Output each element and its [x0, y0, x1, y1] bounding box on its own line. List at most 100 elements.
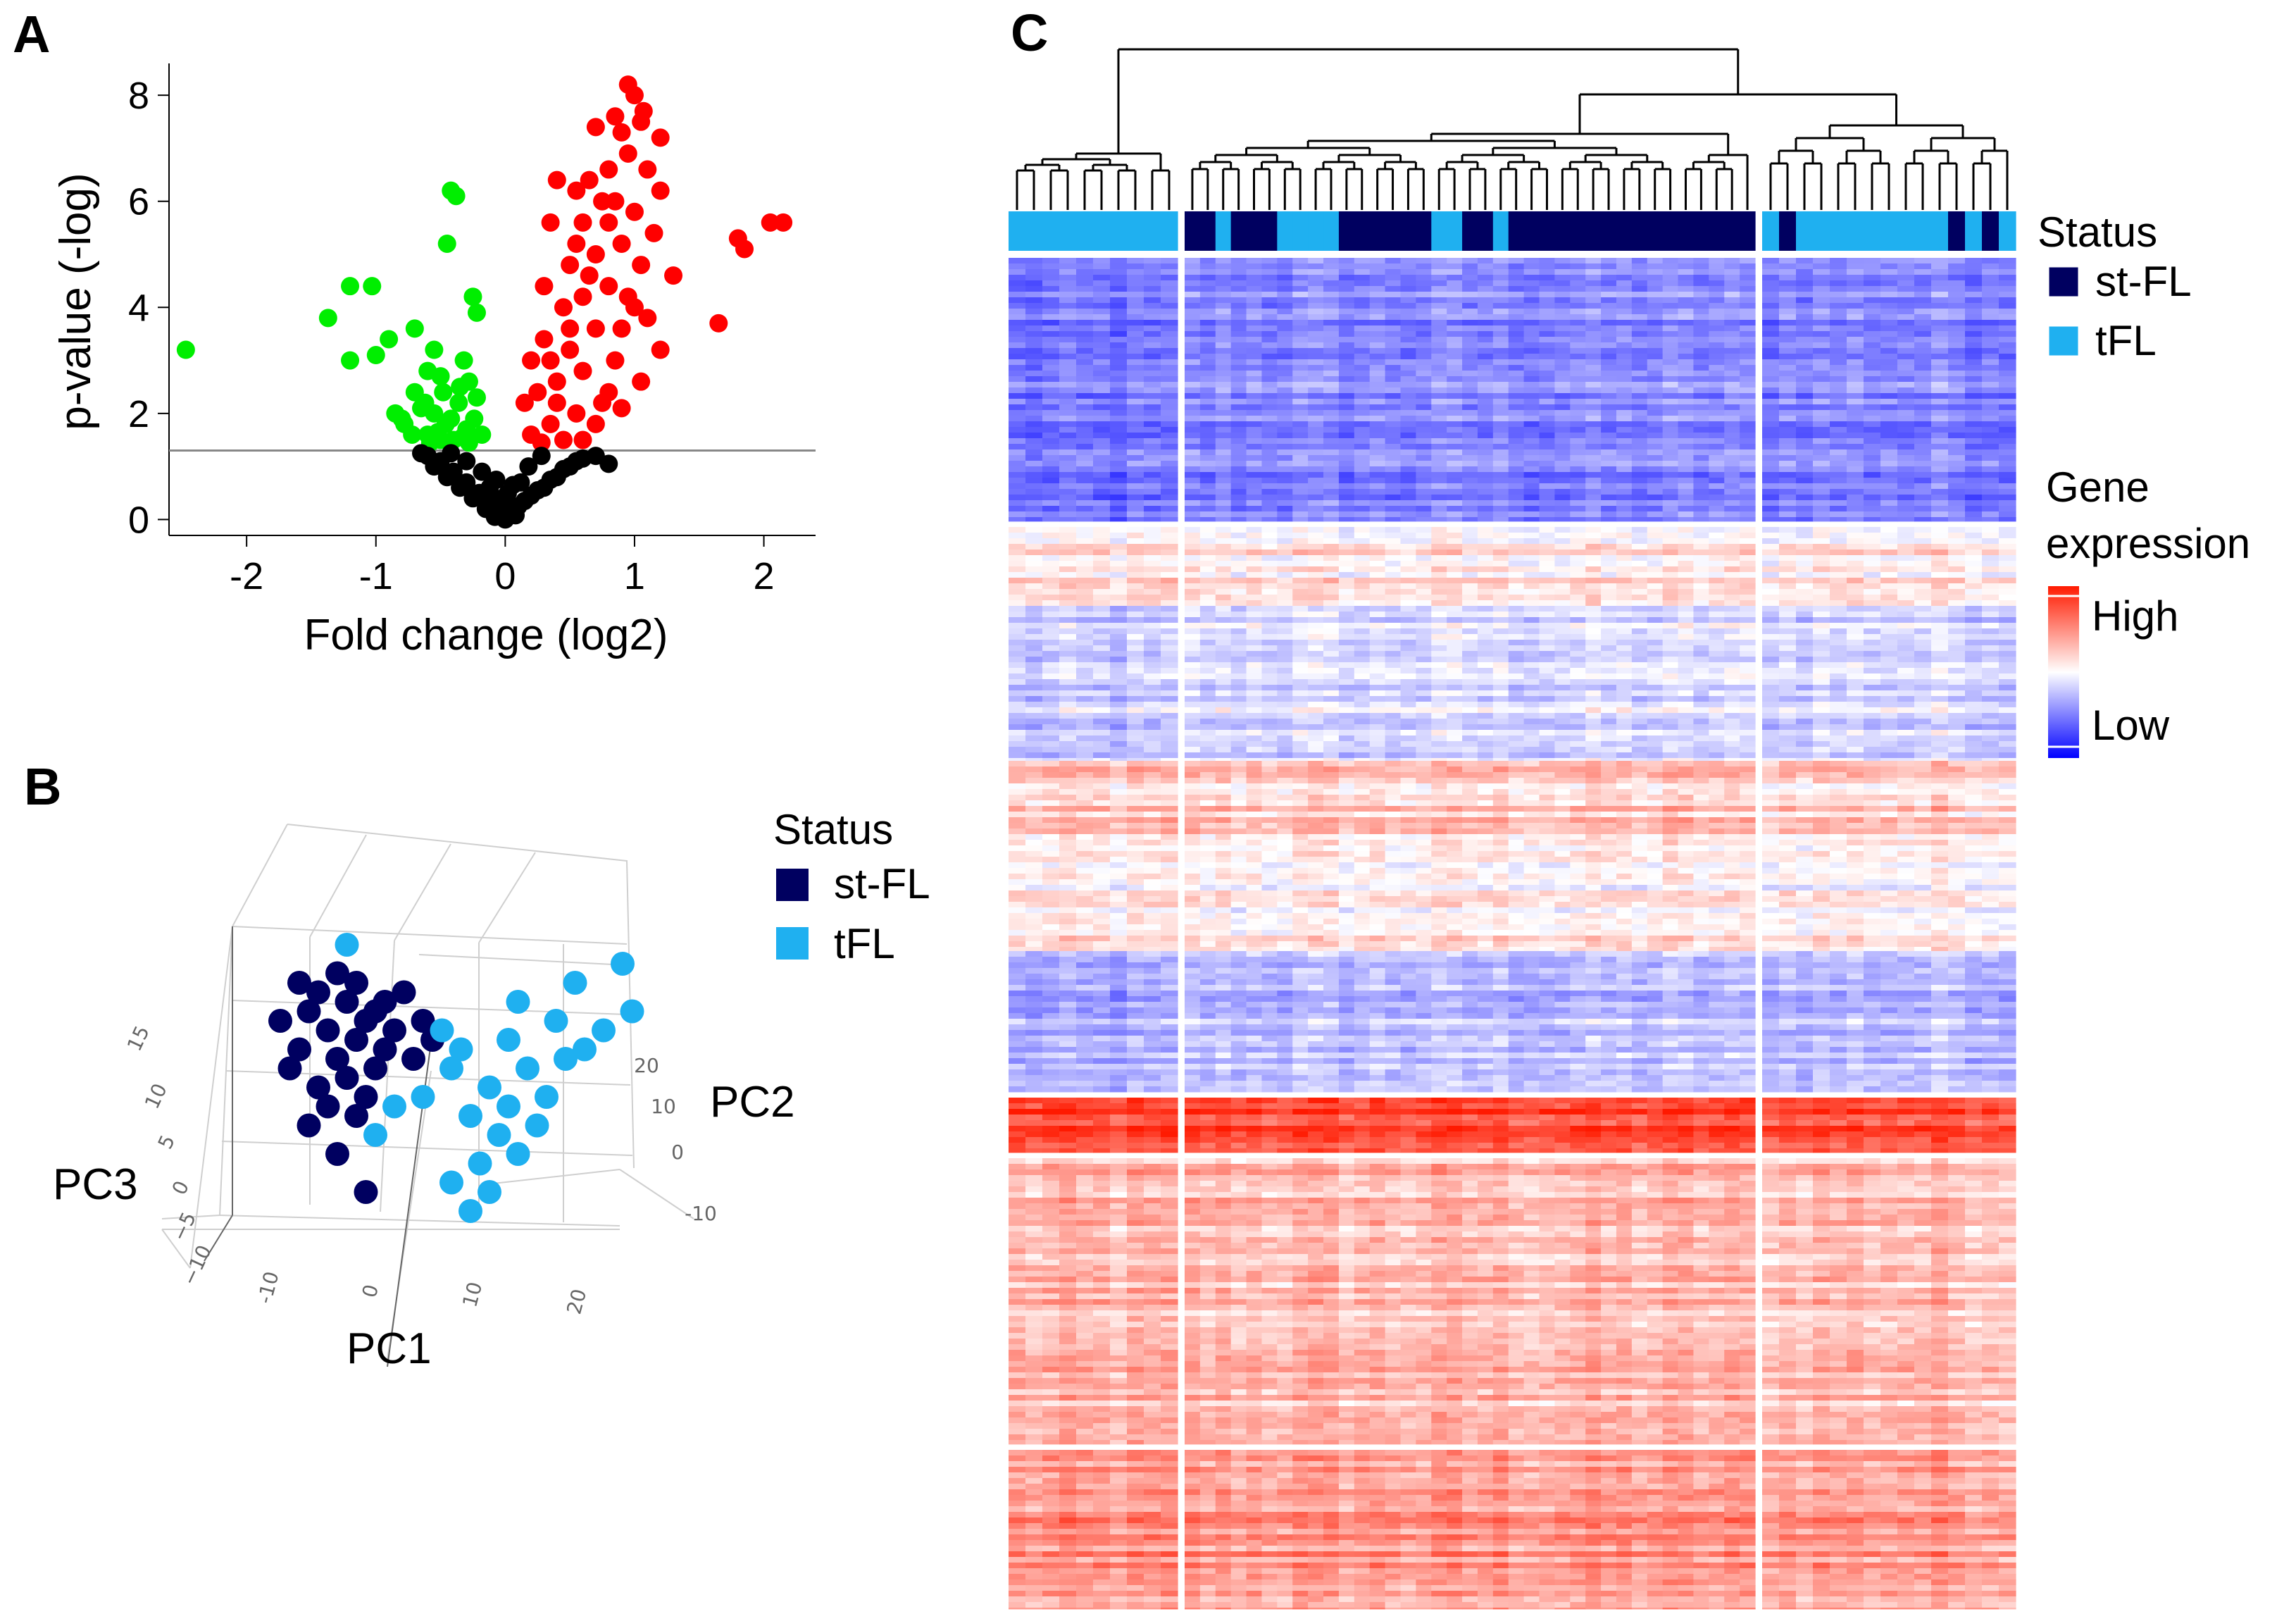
heatmap-cell — [1678, 606, 1695, 612]
heatmap-cell — [1779, 555, 1797, 561]
heatmap-cell — [1508, 258, 1525, 264]
heatmap-cell — [1539, 517, 1556, 522]
heatmap-cell — [1492, 325, 1509, 332]
pca-point-stfl — [325, 1142, 349, 1166]
status-cell — [1724, 211, 1740, 251]
heatmap-cell — [1385, 517, 1402, 522]
heatmap-cell — [1354, 416, 1371, 422]
heatmap-cell — [1385, 583, 1402, 590]
heatmap-cell — [1662, 263, 1679, 270]
heatmap-cell — [1585, 461, 1602, 467]
heatmap-cell — [1965, 561, 1983, 567]
heatmap-cell — [1199, 506, 1216, 512]
heatmap-cell — [1864, 566, 1881, 573]
heatmap-cell — [1830, 478, 1847, 484]
heatmap-cell — [1199, 634, 1216, 640]
pca-point-tfl — [468, 1151, 492, 1176]
heatmap-cell — [1585, 506, 1602, 512]
heatmap-cell — [1199, 612, 1216, 618]
heatmap-cell — [1292, 651, 1309, 657]
heatmap-cell — [1880, 478, 1898, 484]
heatmap-cell — [1897, 544, 1915, 550]
heatmap-cell — [1762, 511, 1780, 518]
heatmap-cell — [1042, 382, 1060, 388]
heatmap-cell — [1042, 483, 1060, 490]
heatmap-cell — [1948, 421, 1966, 428]
heatmap-cell — [1662, 544, 1679, 550]
heatmap-cell — [1830, 651, 1847, 657]
heatmap-cell — [1948, 623, 1966, 629]
heatmap-cell — [1185, 359, 1201, 366]
heatmap-cells — [1009, 258, 2016, 1610]
heatmap-cell — [1554, 438, 1571, 445]
heatmap-cell — [1308, 382, 1324, 388]
heatmap-cell — [1093, 258, 1111, 264]
heatmap-cell — [1185, 393, 1201, 399]
heatmap-cell — [1539, 538, 1556, 545]
heatmap-cell — [1354, 280, 1371, 287]
heatmap-cell — [1059, 662, 1077, 669]
heatmap-cell — [1447, 416, 1463, 422]
heatmap-cell — [1762, 325, 1780, 332]
status-cell — [1385, 211, 1402, 251]
heatmap-cell — [1093, 354, 1111, 360]
pca-panel: B — [24, 757, 930, 1373]
heatmap-cell — [1025, 600, 1043, 607]
heatmap-cell — [1477, 303, 1494, 309]
heatmap-cell — [1477, 449, 1494, 456]
heatmap-cell — [1948, 438, 1966, 445]
heatmap-cell — [1914, 544, 1932, 550]
heatmap-cell — [1400, 606, 1416, 612]
heatmap-cell — [1042, 500, 1060, 507]
heatmap-cell — [1864, 359, 1881, 366]
heatmap-cell — [1796, 533, 1814, 539]
volcano-point-down — [425, 340, 444, 359]
heatmap-cell — [1144, 544, 1161, 550]
heatmap-cell — [1570, 320, 1586, 326]
heatmap-cell — [1523, 561, 1540, 567]
heatmap-cell — [1127, 640, 1144, 646]
heatmap-cell — [1215, 421, 1232, 428]
heatmap-cell — [1416, 348, 1432, 354]
heatmap-cell — [1093, 634, 1111, 640]
heatmap-cell — [1477, 623, 1494, 629]
heatmap-cell — [1880, 399, 1898, 405]
heatmap-cell — [1338, 263, 1355, 270]
heatmap-cell — [1796, 376, 1814, 383]
heatmap-cell — [1416, 651, 1432, 657]
heatmap-cell — [1059, 555, 1077, 561]
heatmap-cell — [1161, 269, 1178, 275]
heatmap-cell — [1277, 645, 1293, 652]
heatmap-cell — [1059, 275, 1077, 281]
heatmap-cell — [1779, 511, 1797, 518]
heatmap-cell — [1570, 612, 1586, 618]
heatmap-cell — [1897, 578, 1915, 584]
heatmap-cell — [1185, 382, 1201, 388]
status-cell — [1601, 211, 1617, 251]
heatmap-cell — [1762, 472, 1780, 478]
heatmap-cell — [1847, 263, 1864, 270]
heatmap-cell — [1693, 427, 1709, 433]
heatmap-cell — [1323, 325, 1340, 332]
heatmap-cell — [1144, 444, 1161, 450]
heatmap-cell — [1076, 393, 1094, 399]
heatmap-cell — [1093, 297, 1111, 304]
heatmap-cell — [1931, 612, 1949, 618]
heatmap-cell — [1127, 263, 1144, 270]
heatmap-cell — [1678, 387, 1695, 394]
heatmap-cell — [1059, 500, 1077, 507]
heatmap-cell — [1323, 455, 1340, 461]
heatmap-cell — [1431, 354, 1447, 360]
heatmap-cell — [1616, 544, 1633, 550]
heatmap-cell — [1230, 433, 1247, 439]
heatmap-cell — [1965, 309, 1983, 315]
heatmap-cell — [1009, 427, 1026, 433]
heatmap-cell — [1230, 371, 1247, 377]
heatmap-cell — [1724, 421, 1740, 428]
heatmap-cell — [1230, 269, 1247, 275]
heatmap-cell — [1709, 550, 1725, 556]
heatmap-cell — [1110, 348, 1128, 354]
heatmap-cell — [1369, 421, 1386, 428]
heatmap-cell — [1508, 527, 1525, 533]
heatmap-cell — [1982, 612, 1999, 618]
